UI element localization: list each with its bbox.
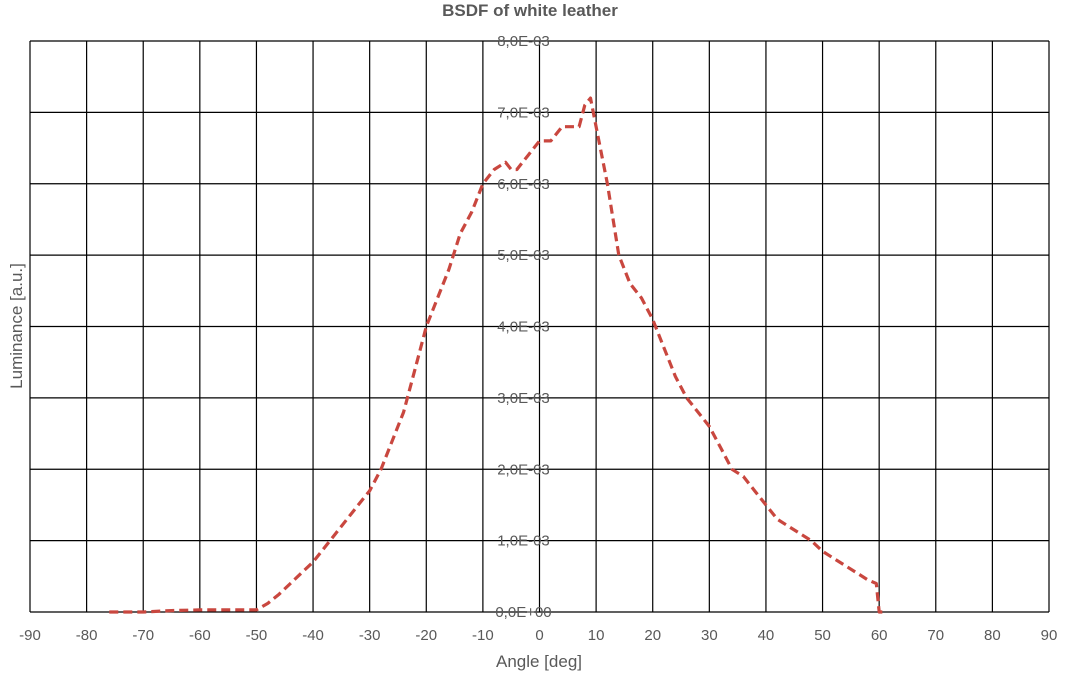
- y-tick-label: 7,0E-03: [497, 104, 550, 121]
- y-tick-label: 0,0E+00: [495, 604, 551, 621]
- y-axis-label: Luminance [a.u.]: [7, 263, 26, 389]
- x-tick-label: -50: [246, 627, 268, 644]
- series-line: [109, 96, 885, 614]
- chart-title: BSDF of white leather: [442, 1, 618, 20]
- x-tick-label: 70: [927, 627, 944, 644]
- x-tick-label: 60: [871, 627, 888, 644]
- x-tick-label: -90: [19, 627, 41, 644]
- x-tick-label: -10: [472, 627, 494, 644]
- x-tick-label: -60: [189, 627, 211, 644]
- series-layer: [109, 96, 885, 614]
- x-tick-label: -70: [132, 627, 154, 644]
- x-tick-label: 40: [758, 627, 775, 644]
- x-tick-label: -80: [76, 627, 98, 644]
- y-tick-labels: 0,0E+00 1,0E-03 2,0E-03 3,0E-03 4,0E-03 5,0E-…: [495, 33, 551, 621]
- x-tick-label: 30: [701, 627, 718, 644]
- x-tick-label: 80: [984, 627, 1001, 644]
- y-tick-label: 6,0E-03: [497, 176, 550, 193]
- y-tick-label: 1,0E-03: [497, 533, 550, 550]
- x-tick-label: 10: [588, 627, 605, 644]
- x-axis-label: Angle [deg]: [496, 652, 582, 671]
- x-tick-label: 0: [535, 627, 543, 644]
- y-tick-label: 3,0E-03: [497, 390, 550, 407]
- x-tick-label: -40: [302, 627, 324, 644]
- x-tick-label: -20: [415, 627, 437, 644]
- x-tick-label: 90: [1041, 627, 1058, 644]
- x-tick-label: 20: [644, 627, 661, 644]
- x-tick-labels: -90 -80 -70 -60 -50 -40 -30 -20 -10 0 10 20 30 40 50 60…: [19, 627, 1057, 644]
- x-tick-label: 50: [814, 627, 831, 644]
- y-tick-label: 4,0E-03: [497, 319, 550, 336]
- horizontal-gridlines: [30, 40, 1049, 613]
- y-tick-label: 8,0E-03: [497, 33, 550, 50]
- y-tick-label: 2,0E-03: [497, 461, 550, 478]
- y-tick-label: 5,0E-03: [497, 247, 550, 264]
- x-tick-label: -30: [359, 627, 381, 644]
